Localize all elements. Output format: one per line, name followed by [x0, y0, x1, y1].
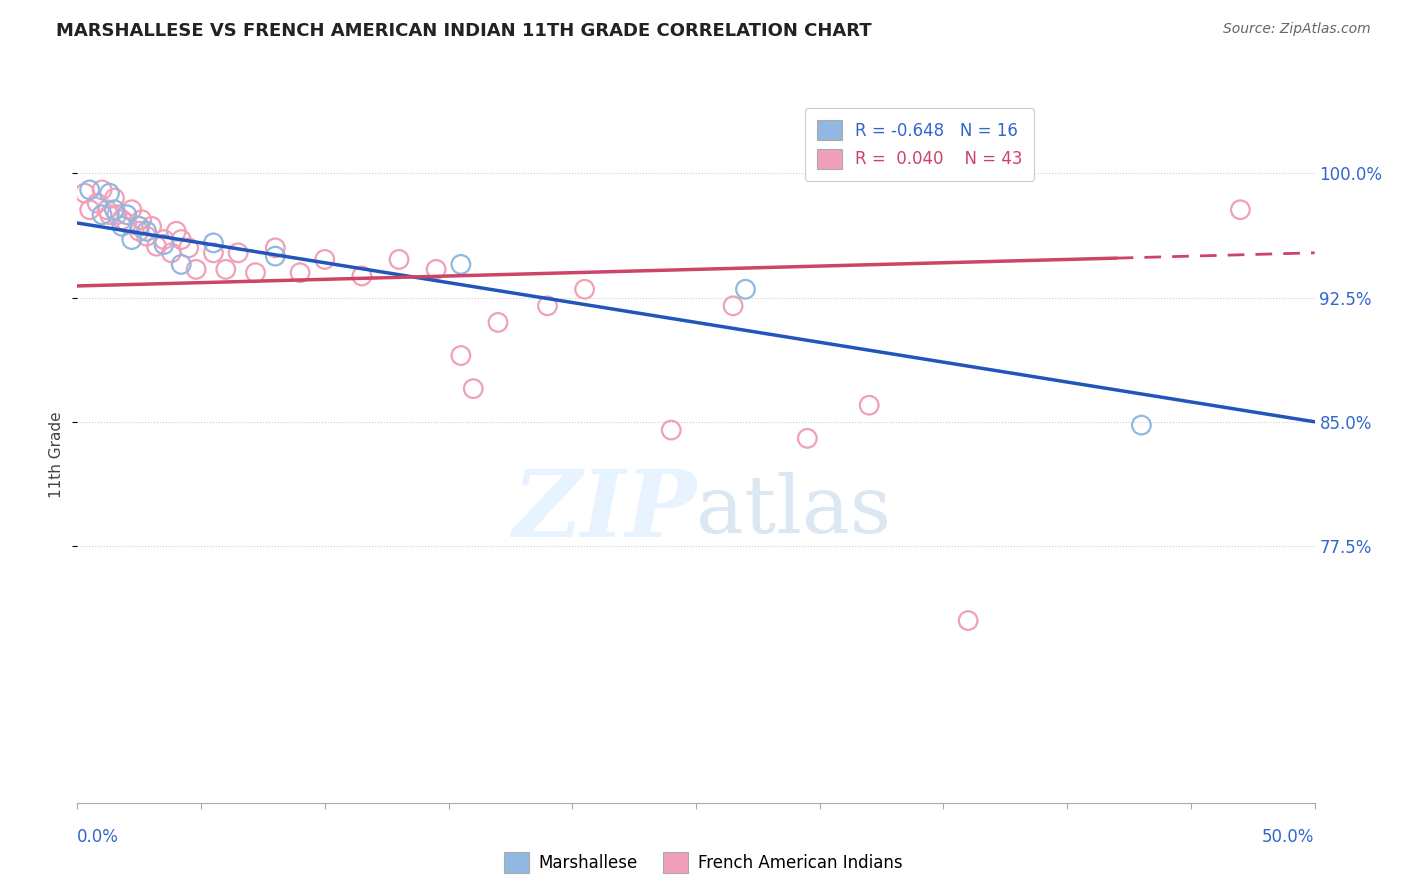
Point: [128, 219, 150, 234]
Point: [734, 282, 756, 296]
Point: [721, 299, 744, 313]
Point: [131, 212, 153, 227]
Point: [91, 183, 114, 197]
Point: [111, 212, 134, 227]
Point: [388, 252, 411, 267]
Text: 50.0%: 50.0%: [1263, 828, 1315, 846]
Point: [98, 186, 121, 201]
Point: [79, 202, 101, 217]
Point: [463, 382, 485, 396]
Point: [128, 224, 150, 238]
Point: [264, 249, 287, 263]
Point: [202, 245, 225, 260]
Point: [135, 229, 157, 244]
Point: [659, 423, 682, 437]
Point: [574, 282, 596, 296]
Point: [226, 245, 249, 260]
Point: [141, 219, 163, 234]
Point: [170, 257, 193, 271]
Y-axis label: 11th Grade: 11th Grade: [49, 411, 65, 499]
Point: [105, 208, 128, 222]
Point: [170, 233, 193, 247]
Point: [177, 241, 200, 255]
Point: [215, 262, 238, 277]
Point: [103, 202, 125, 217]
Point: [486, 315, 509, 329]
Point: [153, 233, 176, 247]
Point: [121, 202, 143, 217]
Legend: Marshallese, French American Indians: Marshallese, French American Indians: [496, 846, 910, 880]
Point: [1130, 418, 1153, 433]
Text: Source: ZipAtlas.com: Source: ZipAtlas.com: [1223, 22, 1371, 37]
Point: [115, 208, 138, 222]
Point: [165, 224, 187, 238]
Point: [796, 431, 818, 445]
Point: [103, 191, 125, 205]
Point: [135, 224, 157, 238]
Text: 0.0%: 0.0%: [77, 828, 120, 846]
Point: [1229, 202, 1251, 217]
Point: [86, 196, 108, 211]
Point: [957, 614, 980, 628]
Point: [858, 398, 880, 412]
Point: [288, 266, 311, 280]
Point: [115, 216, 138, 230]
Point: [450, 349, 472, 363]
Point: [145, 239, 167, 253]
Point: [73, 186, 96, 201]
Point: [314, 252, 336, 267]
Point: [450, 257, 472, 271]
Point: [425, 262, 447, 277]
Point: [121, 233, 143, 247]
Point: [79, 183, 101, 197]
Text: atlas: atlas: [696, 472, 891, 549]
Point: [184, 262, 207, 277]
Point: [160, 245, 183, 260]
Point: [202, 235, 225, 250]
Point: [536, 299, 558, 313]
Point: [98, 208, 121, 222]
Point: [96, 202, 118, 217]
Text: MARSHALLESE VS FRENCH AMERICAN INDIAN 11TH GRADE CORRELATION CHART: MARSHALLESE VS FRENCH AMERICAN INDIAN 11…: [56, 22, 872, 40]
Point: [111, 219, 134, 234]
Text: ZIP: ZIP: [512, 466, 696, 556]
Point: [245, 266, 267, 280]
Point: [264, 241, 287, 255]
Point: [91, 208, 114, 222]
Legend: R = -0.648   N = 16, R =  0.040    N = 43: R = -0.648 N = 16, R = 0.040 N = 43: [804, 109, 1033, 181]
Point: [350, 268, 373, 283]
Point: [153, 237, 176, 252]
